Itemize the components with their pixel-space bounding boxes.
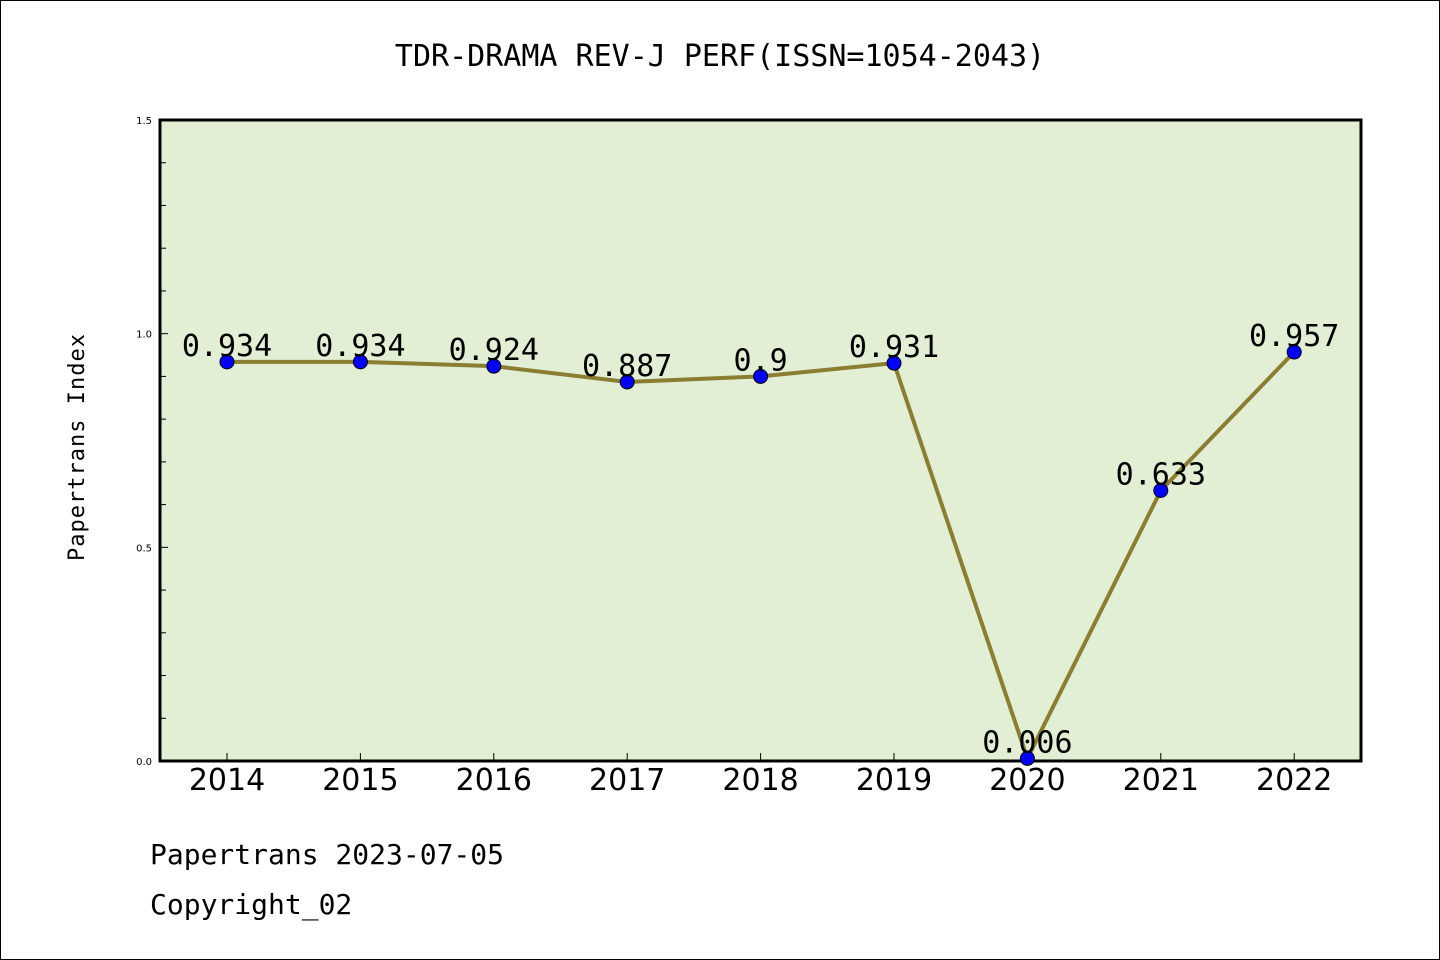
data-point	[619, 374, 635, 390]
x-tick-label: 2018	[722, 763, 798, 798]
x-tick-label: 2016	[456, 763, 532, 798]
y-axis: 0.0 0.5 1.0 1.5	[136, 116, 168, 768]
data-label: 0.887	[582, 349, 672, 384]
y-tick-label: 1.5	[136, 116, 152, 127]
x-tick-label: 2022	[1256, 763, 1332, 798]
data-point	[1286, 344, 1302, 360]
y-tick-label: 0.5	[136, 543, 152, 554]
x-tick-label: 2015	[322, 763, 398, 798]
y-axis-label: Papertrans Index	[65, 333, 90, 561]
data-point	[1153, 482, 1169, 498]
chart-title: TDR-DRAMA REV-J PERF(ISSN=1054-2043)	[395, 39, 1045, 74]
data-point	[753, 368, 769, 384]
data-point	[1019, 750, 1035, 766]
footer-copyright: Copyright_02	[150, 888, 352, 922]
data-label: 0.934	[182, 329, 272, 364]
data-label: 0.006	[982, 725, 1072, 760]
y-tick-label: 1.0	[136, 330, 152, 341]
data-point	[886, 355, 902, 371]
data-point	[352, 354, 368, 370]
x-tick-label: 2021	[1123, 763, 1199, 798]
data-label: 0.633	[1116, 457, 1206, 492]
series-line	[219, 344, 1302, 766]
data-label: 0.931	[849, 330, 939, 365]
data-label: 0.934	[315, 329, 405, 364]
data-point	[486, 358, 502, 374]
x-tick-label: 2014	[189, 763, 265, 798]
data-label: 0.957	[1249, 319, 1339, 354]
footer-date: Papertrans 2023-07-05	[150, 838, 504, 871]
x-tick-label: 2019	[856, 763, 932, 798]
data-label: 0.924	[449, 333, 539, 368]
plot-area	[158, 118, 1363, 763]
data-labels: 0.934 0.934 0.924 0.887 0.9 0.931 0.006 0.633 0.…	[182, 319, 1340, 760]
x-tick-label: 2017	[589, 763, 665, 798]
data-point	[219, 354, 235, 370]
y-tick-label: 0.0	[136, 757, 152, 768]
x-axis: 2014 2015 2016 2017 2018 2019 2020 2021 2022	[189, 753, 1332, 798]
data-label: 0.9	[734, 343, 788, 378]
x-tick-label: 2020	[989, 763, 1065, 798]
